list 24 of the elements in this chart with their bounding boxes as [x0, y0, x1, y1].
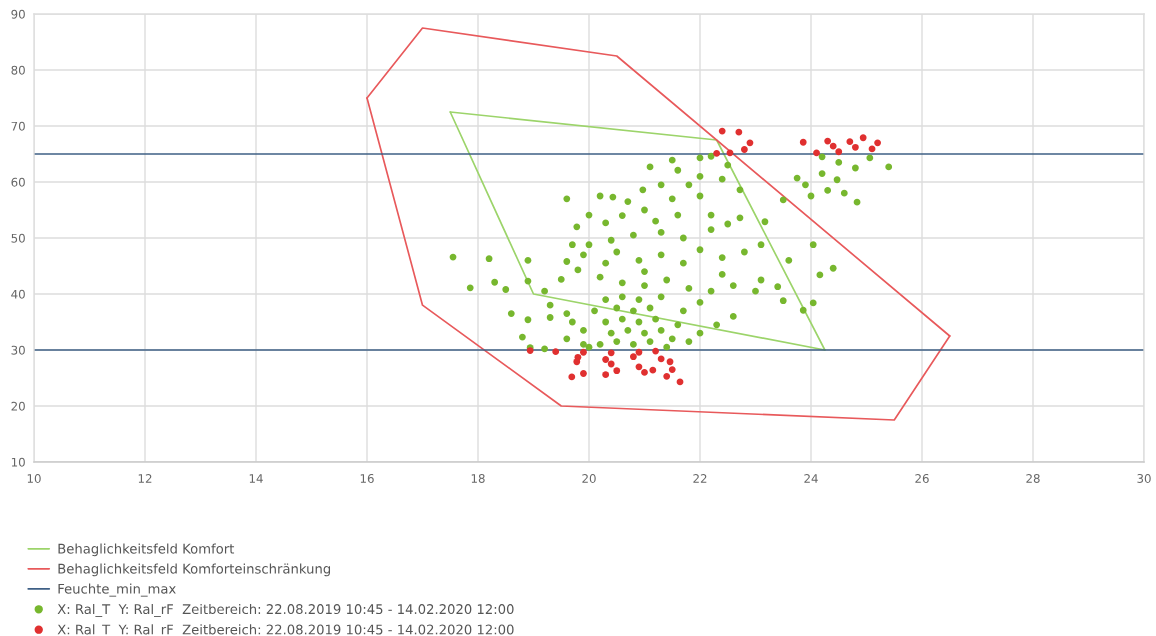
legend-label: Behaglichkeitsfeld Komforteinschränkung: [58, 563, 331, 577]
y-tick-label: 20: [11, 401, 25, 411]
y-tick-label: 90: [11, 9, 25, 19]
x-tick-label: 18: [471, 474, 485, 483]
x-tick-label: 12: [138, 474, 152, 483]
y-tick-label: 50: [11, 233, 25, 243]
x-tick-label: 30: [1137, 474, 1151, 483]
x-tick-label: 24: [804, 474, 818, 483]
x-tick-label: 20: [582, 474, 596, 483]
x-tick-label: 22: [693, 474, 707, 483]
y-tick-label: 10: [11, 457, 25, 467]
x-tick-label: 28: [1026, 474, 1040, 483]
x-tick-label: 26: [915, 474, 929, 483]
y-tick-label: 60: [11, 177, 25, 187]
legend-label: Feuchte_min_max: [58, 583, 176, 597]
x-tick-label: 10: [27, 474, 41, 483]
y-tick-label: 70: [11, 121, 25, 131]
x-tick-label: 16: [360, 474, 374, 483]
y-tick-label: 40: [11, 289, 25, 299]
x-tick-label: 14: [249, 474, 263, 483]
y-tick-label: 80: [11, 65, 25, 75]
y-tick-label: 30: [11, 345, 25, 355]
legend-label: Behaglichkeitsfeld Komfort: [58, 543, 235, 557]
legend-label: X: Ral_T Y: Ral_rF Zeitbereich: 22.08.2019 10:45 - 14.02.2020 12:00: [57, 603, 514, 618]
